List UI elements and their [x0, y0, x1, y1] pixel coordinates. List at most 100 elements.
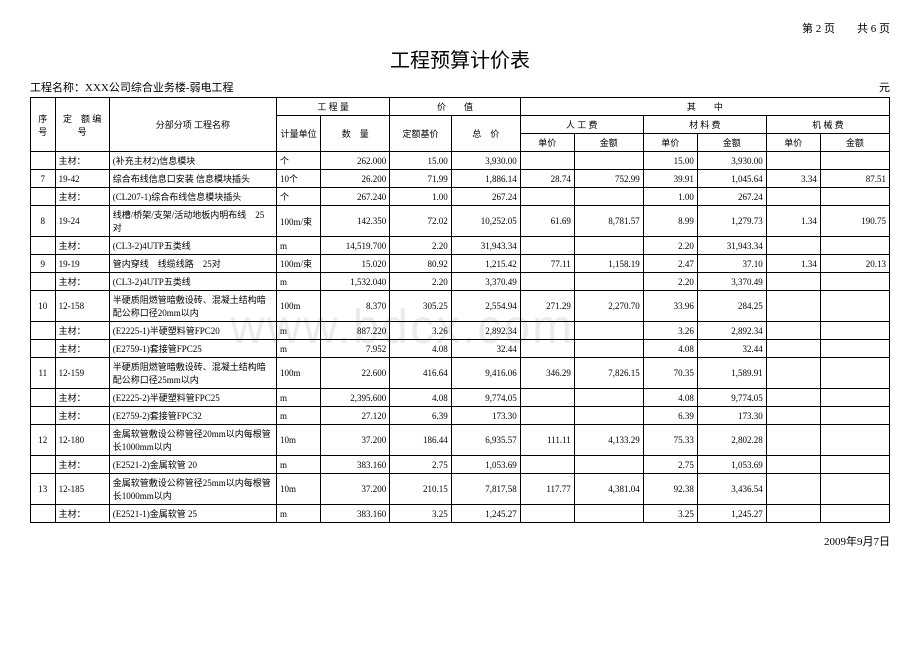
cell — [820, 152, 889, 170]
cell: 1,245.27 — [451, 505, 520, 523]
cell: 主材： — [55, 237, 109, 255]
th-mach-amt: 金额 — [820, 134, 889, 152]
cell — [574, 389, 643, 407]
cell: 31,943.34 — [697, 237, 766, 255]
cell — [31, 456, 56, 474]
cell — [766, 389, 820, 407]
cell: 4.08 — [643, 389, 697, 407]
cell: 主材： — [55, 322, 109, 340]
cell — [766, 291, 820, 322]
cell: 271.29 — [520, 291, 574, 322]
cell: m — [277, 340, 321, 358]
cell: 7.952 — [321, 340, 390, 358]
cell — [520, 407, 574, 425]
cell: 19-42 — [55, 170, 109, 188]
cell: 管内穿线 线缆线路 25对 — [109, 255, 276, 273]
cell: 6.39 — [643, 407, 697, 425]
cell: 4.08 — [643, 340, 697, 358]
cell: 综合布线信息口安装 信息模块插头 — [109, 170, 276, 188]
cell — [766, 407, 820, 425]
cell — [766, 358, 820, 389]
cell — [820, 505, 889, 523]
cell — [820, 407, 889, 425]
cell: 37.10 — [697, 255, 766, 273]
cell — [520, 340, 574, 358]
cell: 100m/束 — [277, 206, 321, 237]
cell: 12-159 — [55, 358, 109, 389]
page-title: 工程预算计价表 — [30, 44, 890, 73]
cell: 284.25 — [697, 291, 766, 322]
cell: 3.34 — [766, 170, 820, 188]
cell: 2.75 — [643, 456, 697, 474]
cell: 10m — [277, 425, 321, 456]
cell — [520, 456, 574, 474]
cell: m — [277, 322, 321, 340]
cell: 个 — [277, 188, 321, 206]
cell: 主材： — [55, 273, 109, 291]
cell: (CL3-2)4UTP五类线 — [109, 273, 276, 291]
currency-unit: 元 — [879, 79, 890, 95]
cell: m — [277, 273, 321, 291]
cell: 4,133.29 — [574, 425, 643, 456]
cell — [574, 237, 643, 255]
cell: 9,774.05 — [697, 389, 766, 407]
cell: 3,436.54 — [697, 474, 766, 505]
cell — [766, 425, 820, 456]
cell: 1,158.19 — [574, 255, 643, 273]
cell — [520, 188, 574, 206]
cell: 9 — [31, 255, 56, 273]
cell: 2,395.600 — [321, 389, 390, 407]
cell: 15.020 — [321, 255, 390, 273]
cell: (CL207-1)综合布线信息模块插头 — [109, 188, 276, 206]
cell — [820, 340, 889, 358]
cell: 9,416.06 — [451, 358, 520, 389]
cell: 70.35 — [643, 358, 697, 389]
cell: 117.77 — [520, 474, 574, 505]
table-body: 主材：(补充主材2)信息模块个262.00015.003,930.0015.00… — [31, 152, 890, 523]
table-row: 719-42综合布线信息口安装 信息模块插头10个26.20071.991,88… — [31, 170, 890, 188]
cell: 1,279.73 — [697, 206, 766, 237]
cell: 3.26 — [390, 322, 452, 340]
cell: 12-158 — [55, 291, 109, 322]
cell: (E2521-1)金属软管 25 — [109, 505, 276, 523]
cell: 262.000 — [321, 152, 390, 170]
cell: 半硬质阻燃管暗敷设砖、混凝土结构暗配公称口径20mm以内 — [109, 291, 276, 322]
cell — [820, 291, 889, 322]
cell: 267.240 — [321, 188, 390, 206]
th-val-group: 价 值 — [390, 98, 520, 116]
table-row: 主材：(E2759-2)套接管FPC32m27.1206.39173.306.3… — [31, 407, 890, 425]
cell: 主材： — [55, 188, 109, 206]
table-row: 主材：(E2521-1)金属软管 25m383.1603.251,245.273… — [31, 505, 890, 523]
cell: (补充主材2)信息模块 — [109, 152, 276, 170]
cell — [820, 273, 889, 291]
cell — [820, 474, 889, 505]
cell: m — [277, 407, 321, 425]
cell: 1,053.69 — [697, 456, 766, 474]
th-qty-group: 工 程 量 — [277, 98, 390, 116]
cell — [31, 340, 56, 358]
cell — [520, 322, 574, 340]
cell: 12-185 — [55, 474, 109, 505]
cell — [31, 407, 56, 425]
cell: 80.92 — [390, 255, 452, 273]
cell: 383.160 — [321, 505, 390, 523]
cell: (E2521-2)金属软管 20 — [109, 456, 276, 474]
cell — [766, 273, 820, 291]
cell: 22.600 — [321, 358, 390, 389]
cell — [520, 389, 574, 407]
cell: 100m — [277, 358, 321, 389]
cell: 1,532.040 — [321, 273, 390, 291]
cell: 线槽/桥架/支架/活动地板内明布线 25对 — [109, 206, 276, 237]
cell: 71.99 — [390, 170, 452, 188]
cell: 10 — [31, 291, 56, 322]
cell: m — [277, 505, 321, 523]
cell: 19-24 — [55, 206, 109, 237]
table-row: 主材：(E2225-1)半硬塑料管FPC20m887.2203.262,892.… — [31, 322, 890, 340]
cell: 100m — [277, 291, 321, 322]
cell — [520, 152, 574, 170]
th-mat-amt: 金额 — [697, 134, 766, 152]
cell: 31,943.34 — [451, 237, 520, 255]
cell: 主材： — [55, 152, 109, 170]
cell: 142.350 — [321, 206, 390, 237]
th-of-group: 其 中 — [520, 98, 889, 116]
